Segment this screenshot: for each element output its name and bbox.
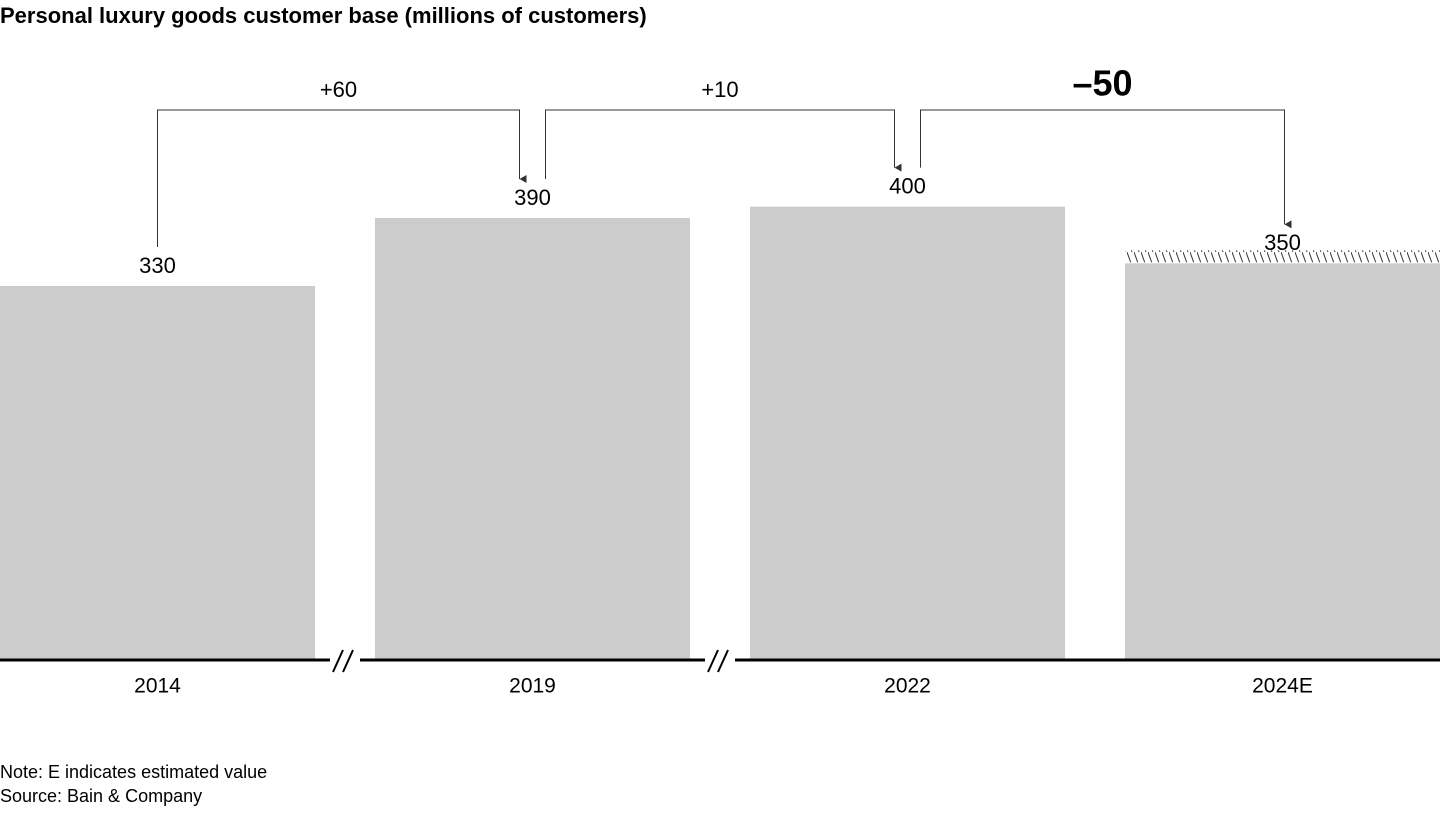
value-label: 350 bbox=[1264, 230, 1301, 255]
x-tick-label: 2022 bbox=[884, 675, 931, 698]
chart-title: Personal luxury goods customer base (mil… bbox=[0, 3, 647, 28]
bar bbox=[0, 285, 315, 660]
change-label: –50 bbox=[1072, 63, 1132, 104]
note: Note: E indicates estimated value bbox=[0, 762, 267, 782]
bar bbox=[1125, 263, 1440, 660]
source: Source: Bain & Company bbox=[0, 786, 202, 806]
bridge-arrow bbox=[920, 109, 1292, 229]
estimate-hatch bbox=[1125, 250, 1440, 263]
bridge-arrow bbox=[157, 109, 527, 247]
x-tick-label: 2024E bbox=[1252, 675, 1313, 698]
x-tick-label: 2019 bbox=[509, 675, 556, 698]
axis-break bbox=[330, 649, 360, 673]
bar bbox=[750, 206, 1065, 660]
axis-break bbox=[705, 649, 735, 673]
bridge-arrow bbox=[545, 109, 902, 179]
value-label: 400 bbox=[889, 173, 926, 198]
value-label: 330 bbox=[139, 253, 176, 278]
bar bbox=[375, 217, 690, 660]
value-label: 390 bbox=[514, 185, 551, 210]
x-tick-label: 2014 bbox=[134, 675, 181, 698]
change-label: +10 bbox=[701, 77, 738, 102]
change-label: +60 bbox=[320, 77, 357, 102]
